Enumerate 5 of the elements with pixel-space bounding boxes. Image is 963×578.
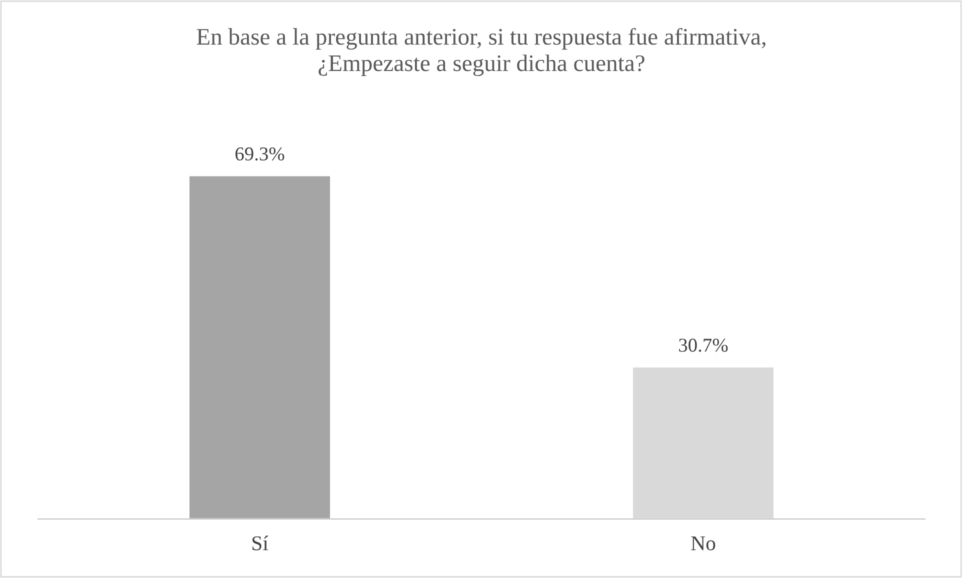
data-label: 30.7% xyxy=(679,338,728,352)
x-tick-label: No xyxy=(691,536,716,550)
x-tick-label: Sí xyxy=(252,536,268,550)
data-label: 69.3% xyxy=(235,147,284,161)
chart-title: En base a la pregunta anterior, si tu respuesta fue afirmativa, ¿Empezaste a seguir dicha cuenta? xyxy=(196,28,766,76)
